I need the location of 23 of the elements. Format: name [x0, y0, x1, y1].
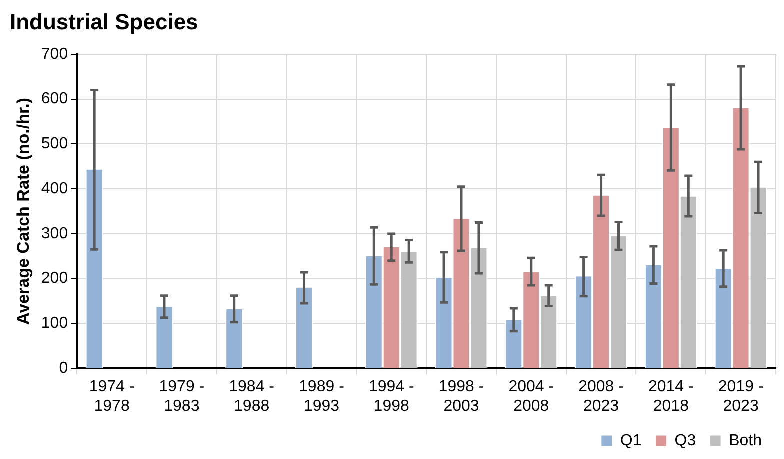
- x-tick-label: 1998 - 2003: [438, 378, 484, 415]
- y-axis-title: Average Catch Rate (no./hr.): [14, 98, 33, 326]
- x-tick-label: 1974 - 1978: [89, 378, 135, 415]
- y-tick-label: 200: [41, 270, 68, 288]
- x-tick-label: 2014 - 2018: [648, 378, 694, 415]
- x-tick-label: 1979 - 1983: [159, 378, 205, 415]
- x-tick-label: 2019 - 2023: [718, 378, 764, 415]
- y-tick-label: 100: [41, 315, 68, 332]
- y-tick-label: 500: [41, 136, 68, 153]
- legend-label: Q3: [674, 432, 696, 450]
- y-tick-label: 300: [41, 225, 68, 242]
- chart-title: Industrial Species: [10, 9, 198, 34]
- x-tick-label: 1984 - 1988: [229, 378, 275, 415]
- y-tick-label: 600: [41, 90, 68, 108]
- legend-label: Both: [729, 432, 762, 450]
- x-tick-label: 1994 - 1998: [368, 378, 414, 415]
- legend-label: Q1: [620, 432, 642, 450]
- y-tick-label: 400: [41, 180, 68, 198]
- y-tick-label: 0: [59, 360, 68, 378]
- x-tick-label: 2008 - 2023: [578, 378, 624, 415]
- y-tick-label: 700: [41, 46, 68, 63]
- x-tick-label: 2004 - 2008: [508, 378, 554, 415]
- x-tick-label: 1989 - 1993: [299, 378, 344, 415]
